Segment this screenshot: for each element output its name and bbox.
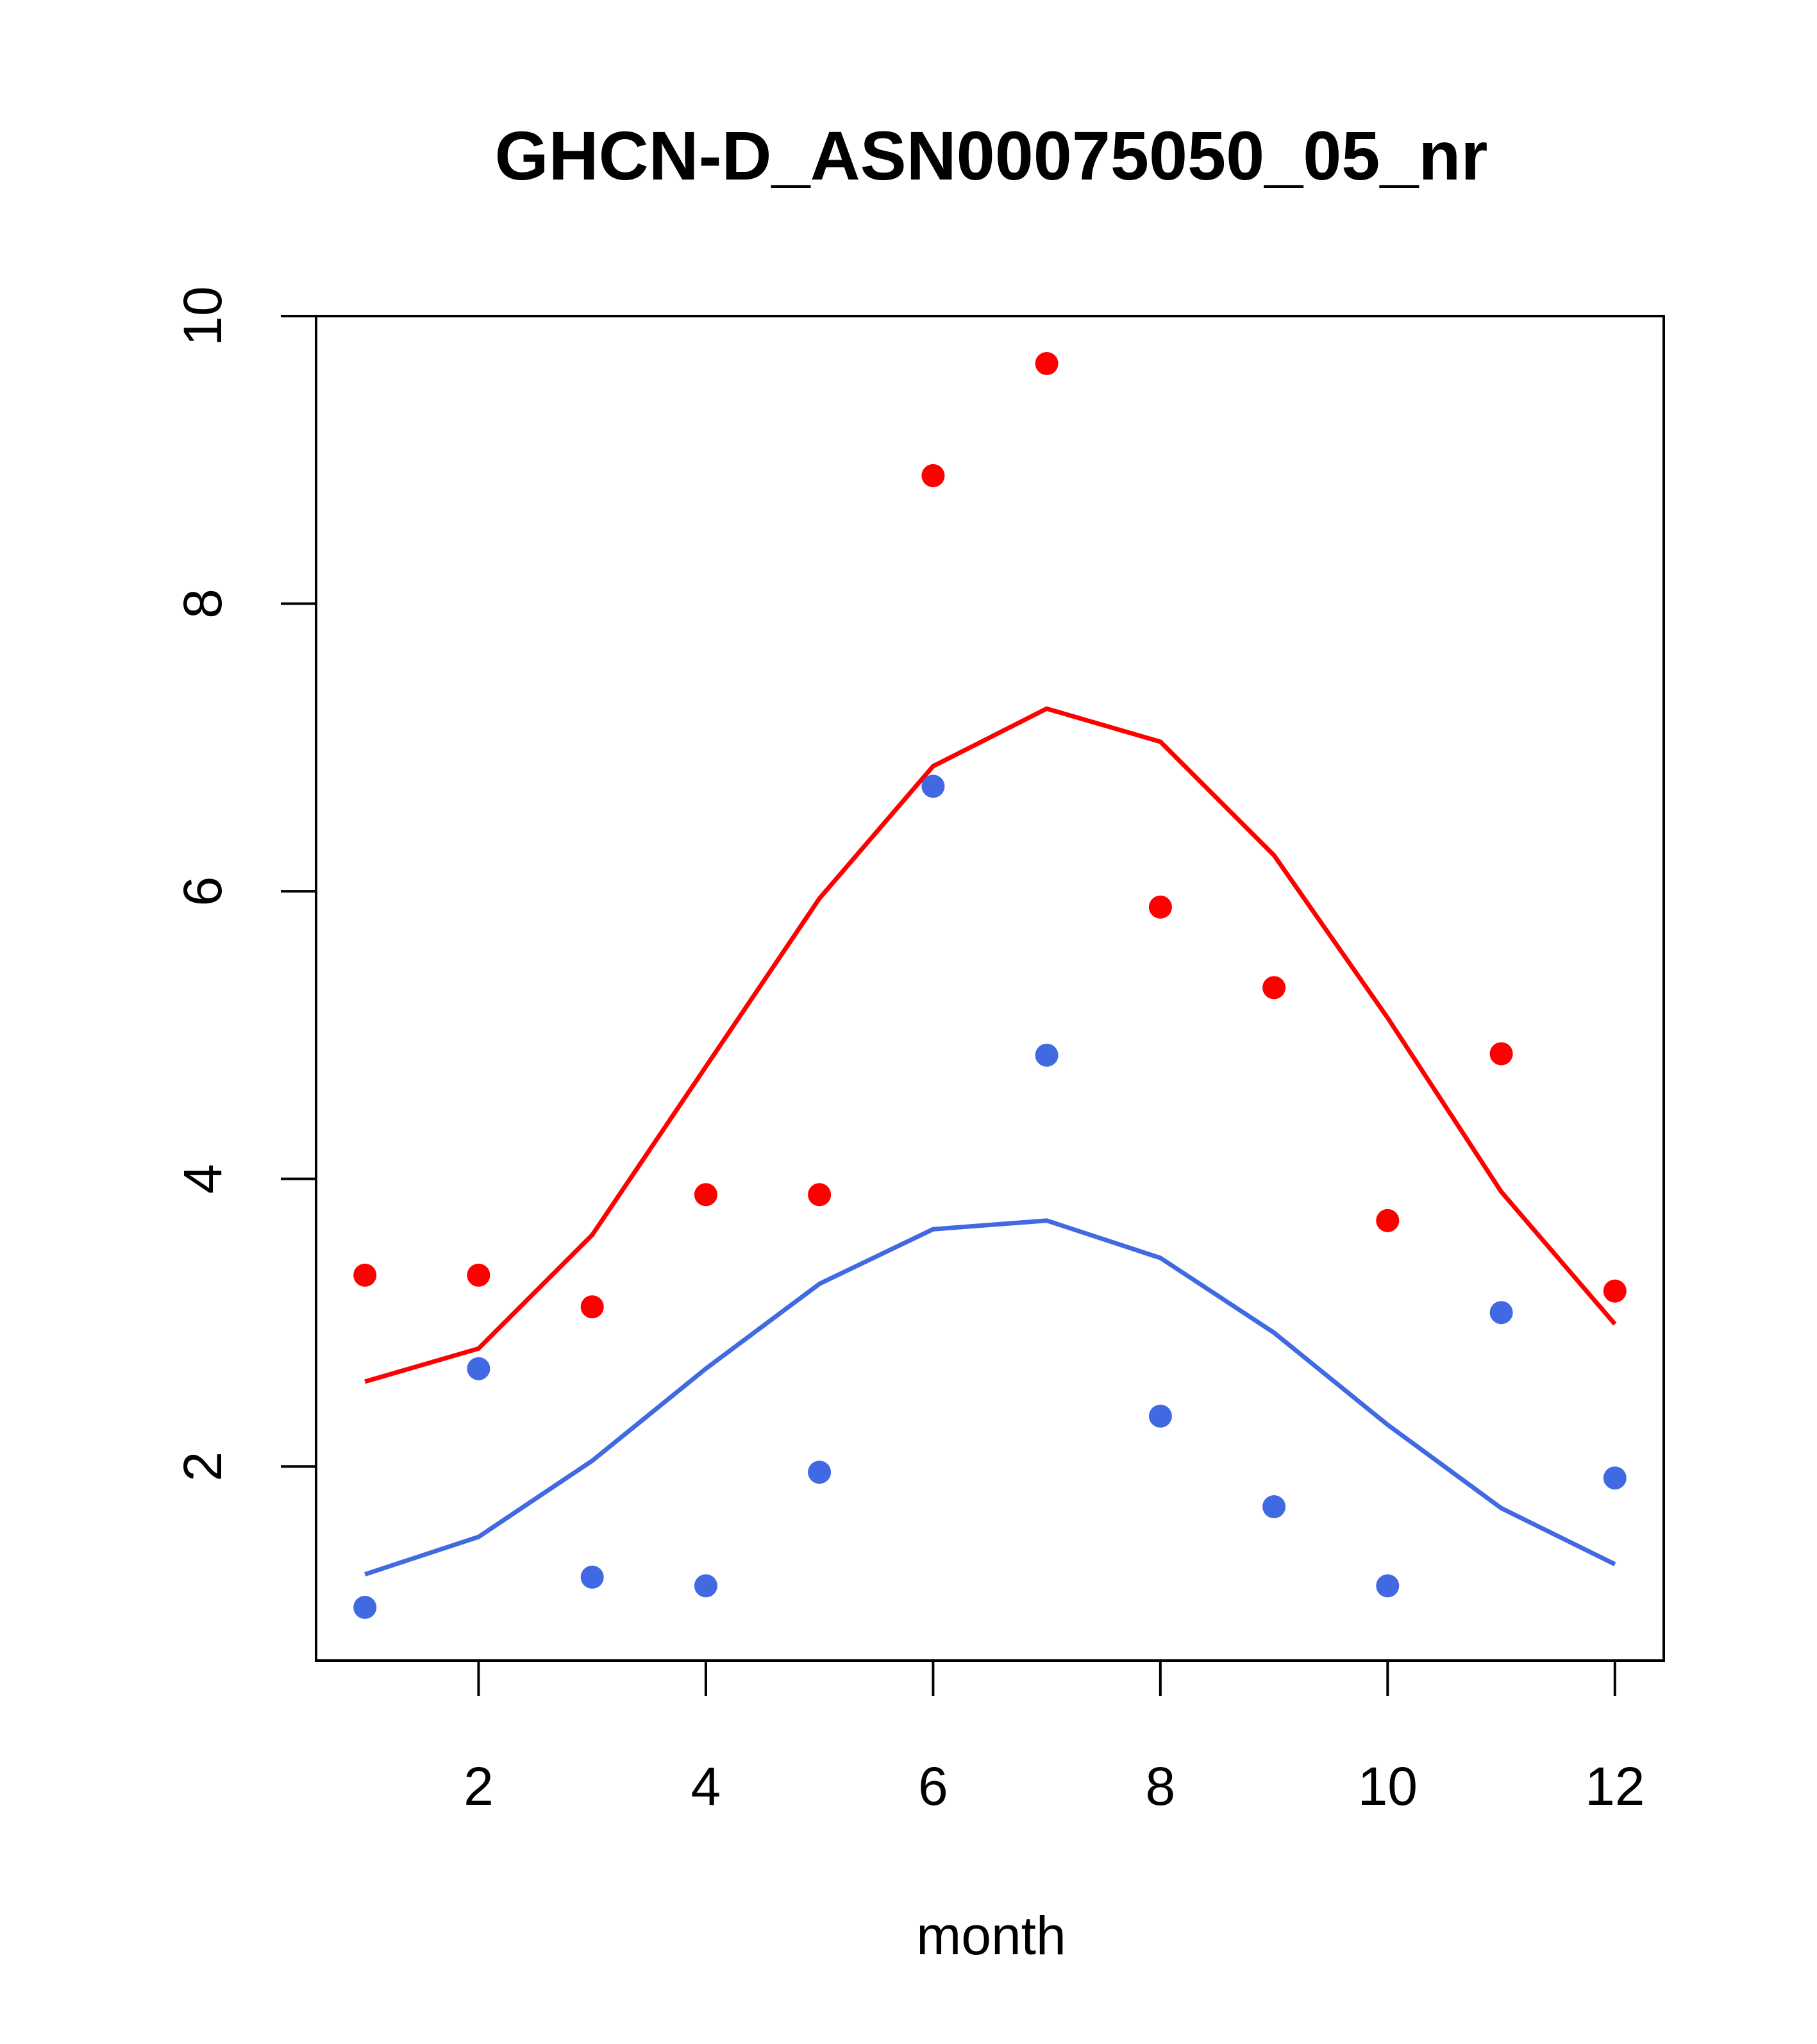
- series-1-point: [808, 1461, 832, 1484]
- series-1-point: [1603, 1466, 1627, 1490]
- series-0-point: [694, 1183, 717, 1207]
- series-1-point: [1035, 1043, 1059, 1067]
- y-axis: 2 4 6 8 10: [172, 286, 316, 1482]
- x-tick-label: 10: [1358, 1756, 1418, 1816]
- chart-title: GHCN-D_ASN00075050_05_nr: [495, 117, 1488, 194]
- x-tick-label: 6: [918, 1756, 948, 1816]
- series-1-point: [694, 1574, 717, 1598]
- series-1-point: [1262, 1495, 1286, 1518]
- series-1-line: [364, 1218, 1616, 1577]
- x-tick-label: 8: [1145, 1756, 1175, 1816]
- series-0-point: [467, 1263, 490, 1287]
- series-0-point: [1035, 352, 1059, 375]
- series-0-point: [1262, 976, 1286, 1000]
- x-tick-label: 4: [691, 1756, 721, 1816]
- series-1-point: [1376, 1574, 1400, 1598]
- series-0-line: [364, 706, 1617, 1384]
- series-1-point: [467, 1357, 490, 1380]
- y-tick-label: 2: [172, 1452, 233, 1482]
- series-1-point: [1489, 1301, 1513, 1325]
- series-0-point: [1489, 1042, 1513, 1066]
- x-axis: 2 4 6 8 10 12: [464, 1661, 1645, 1816]
- x-axis-label: month: [916, 1906, 1066, 1966]
- series-0-point: [1603, 1279, 1627, 1303]
- series-1-point: [580, 1565, 604, 1589]
- series-0-point: [1148, 895, 1172, 919]
- series-1-point: [921, 775, 945, 798]
- plot-frame: [315, 315, 1665, 1662]
- series-0-point: [921, 464, 945, 487]
- series-1-point: [353, 1596, 377, 1619]
- series-1-point: [1148, 1404, 1172, 1428]
- y-tick-label: 10: [172, 286, 233, 346]
- series-0-point: [353, 1263, 377, 1287]
- series-layer: [353, 352, 1627, 1619]
- x-tick-label: 2: [464, 1756, 494, 1816]
- y-tick-label: 4: [172, 1164, 233, 1194]
- series-0-point: [580, 1295, 604, 1319]
- y-tick-label: 6: [172, 876, 233, 907]
- series-0-point: [1376, 1209, 1400, 1232]
- y-tick-label: 8: [172, 589, 233, 619]
- x-tick-label: 12: [1585, 1756, 1645, 1816]
- series-0-point: [808, 1183, 832, 1207]
